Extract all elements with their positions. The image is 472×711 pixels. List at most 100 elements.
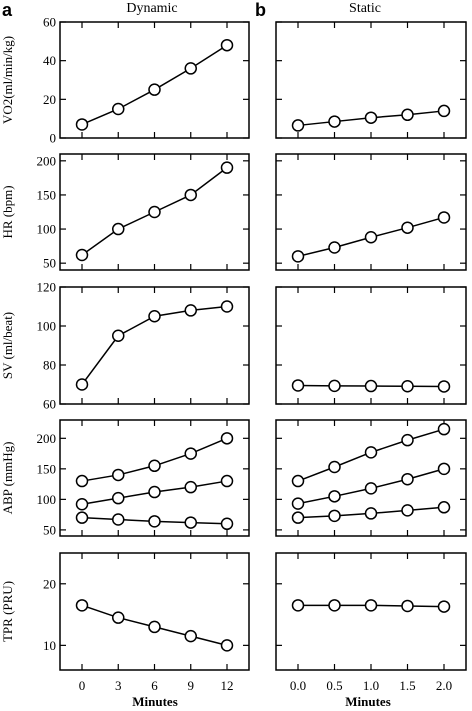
y-axis-title-hr: HR (bpm): [0, 185, 15, 238]
panel-a-sv-series-0-point: [220, 300, 234, 313]
panel-a-abp-series-2-point: [220, 517, 234, 531]
panel-a-abp-series-0-point: [75, 474, 89, 488]
y-tick-label-vo2: 60: [43, 15, 56, 30]
panel-b-vo2-series-0-point: [328, 115, 341, 128]
y-tick-label-vo2: 40: [43, 53, 56, 68]
panel-a-sv-series-0-point: [75, 378, 89, 391]
panel-b-vo2-series-0-point: [291, 119, 305, 132]
panel-b-sv-series-0-point: [401, 380, 414, 393]
y-tick-label-tpr: 20: [43, 576, 56, 591]
panel-a-vo2-frame: [59, 21, 250, 139]
y-tick-label-hr: 50: [43, 256, 56, 271]
panel-b-tpr-series-0-point: [364, 599, 378, 612]
y-tick-label-sv: 60: [43, 397, 56, 412]
y-tick-label-vo2: 0: [50, 131, 57, 146]
x-tick-label-a: 0: [79, 678, 86, 693]
panel-a-abp-series-0-point: [220, 432, 234, 445]
y-axis-title-abp: ABP (mmHg): [0, 442, 15, 515]
panel-a-hr-series-0-point: [75, 248, 89, 262]
panel-a-tpr-series-0-point: [75, 599, 89, 612]
y-tick-label-tpr: 10: [43, 638, 56, 653]
panel-a-vo2-series-0-point: [75, 118, 89, 131]
panel-b-abp-series-1-point: [364, 482, 378, 495]
panel-a-vo2-series-0-point: [112, 102, 125, 116]
y-axis-title-tpr: TPR (PRU): [0, 581, 15, 642]
panel-b-vo2-series-0-point: [364, 111, 378, 124]
panel-b-abp-series-2-point: [291, 511, 305, 524]
y-tick-label-sv: 100: [37, 319, 57, 334]
panel-b-abp-series-1-point: [401, 472, 414, 486]
panel-a-sv-frame: [59, 286, 250, 405]
panel-a-sv-series-0-point: [112, 329, 125, 342]
y-tick-label-sv: 120: [37, 280, 57, 295]
panel-a-tpr-series-0-point: [220, 639, 234, 652]
x-tick-label-b: 1.0: [363, 678, 379, 693]
panel-a-sv-series-0-point: [148, 310, 161, 323]
panel-a-tpr-series-0-point: [184, 629, 197, 643]
panel-a-abp-series-0-point: [112, 468, 125, 482]
y-tick-label-hr: 150: [37, 187, 57, 202]
panel-b-hr-series-0-point: [401, 221, 414, 234]
y-tick-label-abp: 50: [43, 522, 56, 537]
y-tick-label-vo2: 20: [43, 92, 56, 107]
panel-b-abp-series-2-point: [328, 509, 341, 523]
panel-b-hr-series-0-point: [364, 230, 378, 244]
panel-a-abp-series-0-point: [184, 447, 197, 460]
x-tick-label-a: 6: [151, 678, 158, 693]
panel-a-abp-series-2-point: [148, 515, 161, 528]
x-tick-label-a: 3: [115, 678, 122, 693]
x-tick-label-b: 2.0: [436, 678, 452, 693]
x-axis-title-a: Minutes: [132, 694, 178, 709]
panel-b-hr-series-0-point: [328, 241, 341, 254]
panel-a-vo2-series-0-point: [184, 62, 197, 75]
panel-a-abp-series-0-point: [148, 459, 161, 473]
y-tick-label-abp: 150: [37, 461, 57, 476]
panel-b-hr-series-0-point: [291, 250, 305, 263]
panel-a-hr-series-0-point: [220, 161, 234, 174]
panel-a-tpr-series-0-point: [148, 620, 161, 634]
x-tick-label-b: 1.5: [399, 678, 415, 693]
panel-b-abp-series-2-point: [401, 504, 414, 517]
panel-b-tpr-series-0-point: [328, 599, 341, 612]
panel-a-abp-series-1-point: [220, 474, 234, 488]
panel-b-tpr-series-0-point: [401, 599, 414, 613]
panel-b-tpr-series-0-point: [291, 599, 305, 612]
panel-a-abp-series-2-point: [75, 511, 89, 524]
y-tick-label-abp: 100: [37, 492, 57, 507]
panel-a-title: Dynamic: [126, 1, 177, 16]
x-tick-label-b: 0.5: [326, 678, 342, 693]
panel-b-sv-series-0-point: [437, 380, 451, 393]
panel-b-abp-series-2-point: [437, 501, 451, 514]
panel-a-sv-series-0-point: [184, 304, 197, 317]
panel-b-sv-series-0-point: [291, 379, 305, 392]
panel-a-vo2-series-0-point: [148, 83, 161, 96]
panel-b-abp-series-0-point: [437, 422, 451, 436]
y-tick-label-hr: 100: [37, 222, 57, 237]
panel-b-abp-series-0-point: [401, 433, 414, 447]
panel-b-vo2-series-0-point: [437, 104, 451, 118]
panel-a-hr-series-0-point: [112, 222, 125, 236]
panel-b-abp-series-1-point: [437, 462, 451, 476]
panel-b-abp-series-1-point: [291, 497, 305, 510]
y-tick-label-abp: 200: [37, 431, 57, 446]
panel-a-abp-series-2-point: [112, 513, 125, 526]
panel-a-abp-series-1-point: [184, 480, 197, 494]
panel-a-abp-series-1-point: [148, 485, 161, 499]
panel-b-sv-series-0-point: [364, 379, 378, 393]
panel-a-vo2-series-0-point: [220, 38, 234, 52]
panel-a-abp-series-2-point: [184, 516, 197, 529]
panel-a-abp-series-1-point: [75, 498, 89, 511]
panel-b-abp-series-2-point: [364, 507, 378, 520]
x-tick-label-a: 9: [188, 678, 195, 693]
panel-b-letter: b: [255, 0, 266, 20]
panel-a-abp-series-1-point: [112, 491, 125, 505]
panel-a-hr-series-0-point: [148, 205, 161, 219]
x-tick-label-b: 0.0: [290, 678, 306, 693]
panel-b-hr-frame: [275, 153, 467, 271]
panel-a-hr-series-0-point: [184, 188, 197, 202]
y-tick-label-hr: 200: [37, 153, 57, 168]
panel-b-vo2-series-0-point: [401, 108, 414, 122]
y-tick-label-sv: 80: [43, 358, 56, 373]
